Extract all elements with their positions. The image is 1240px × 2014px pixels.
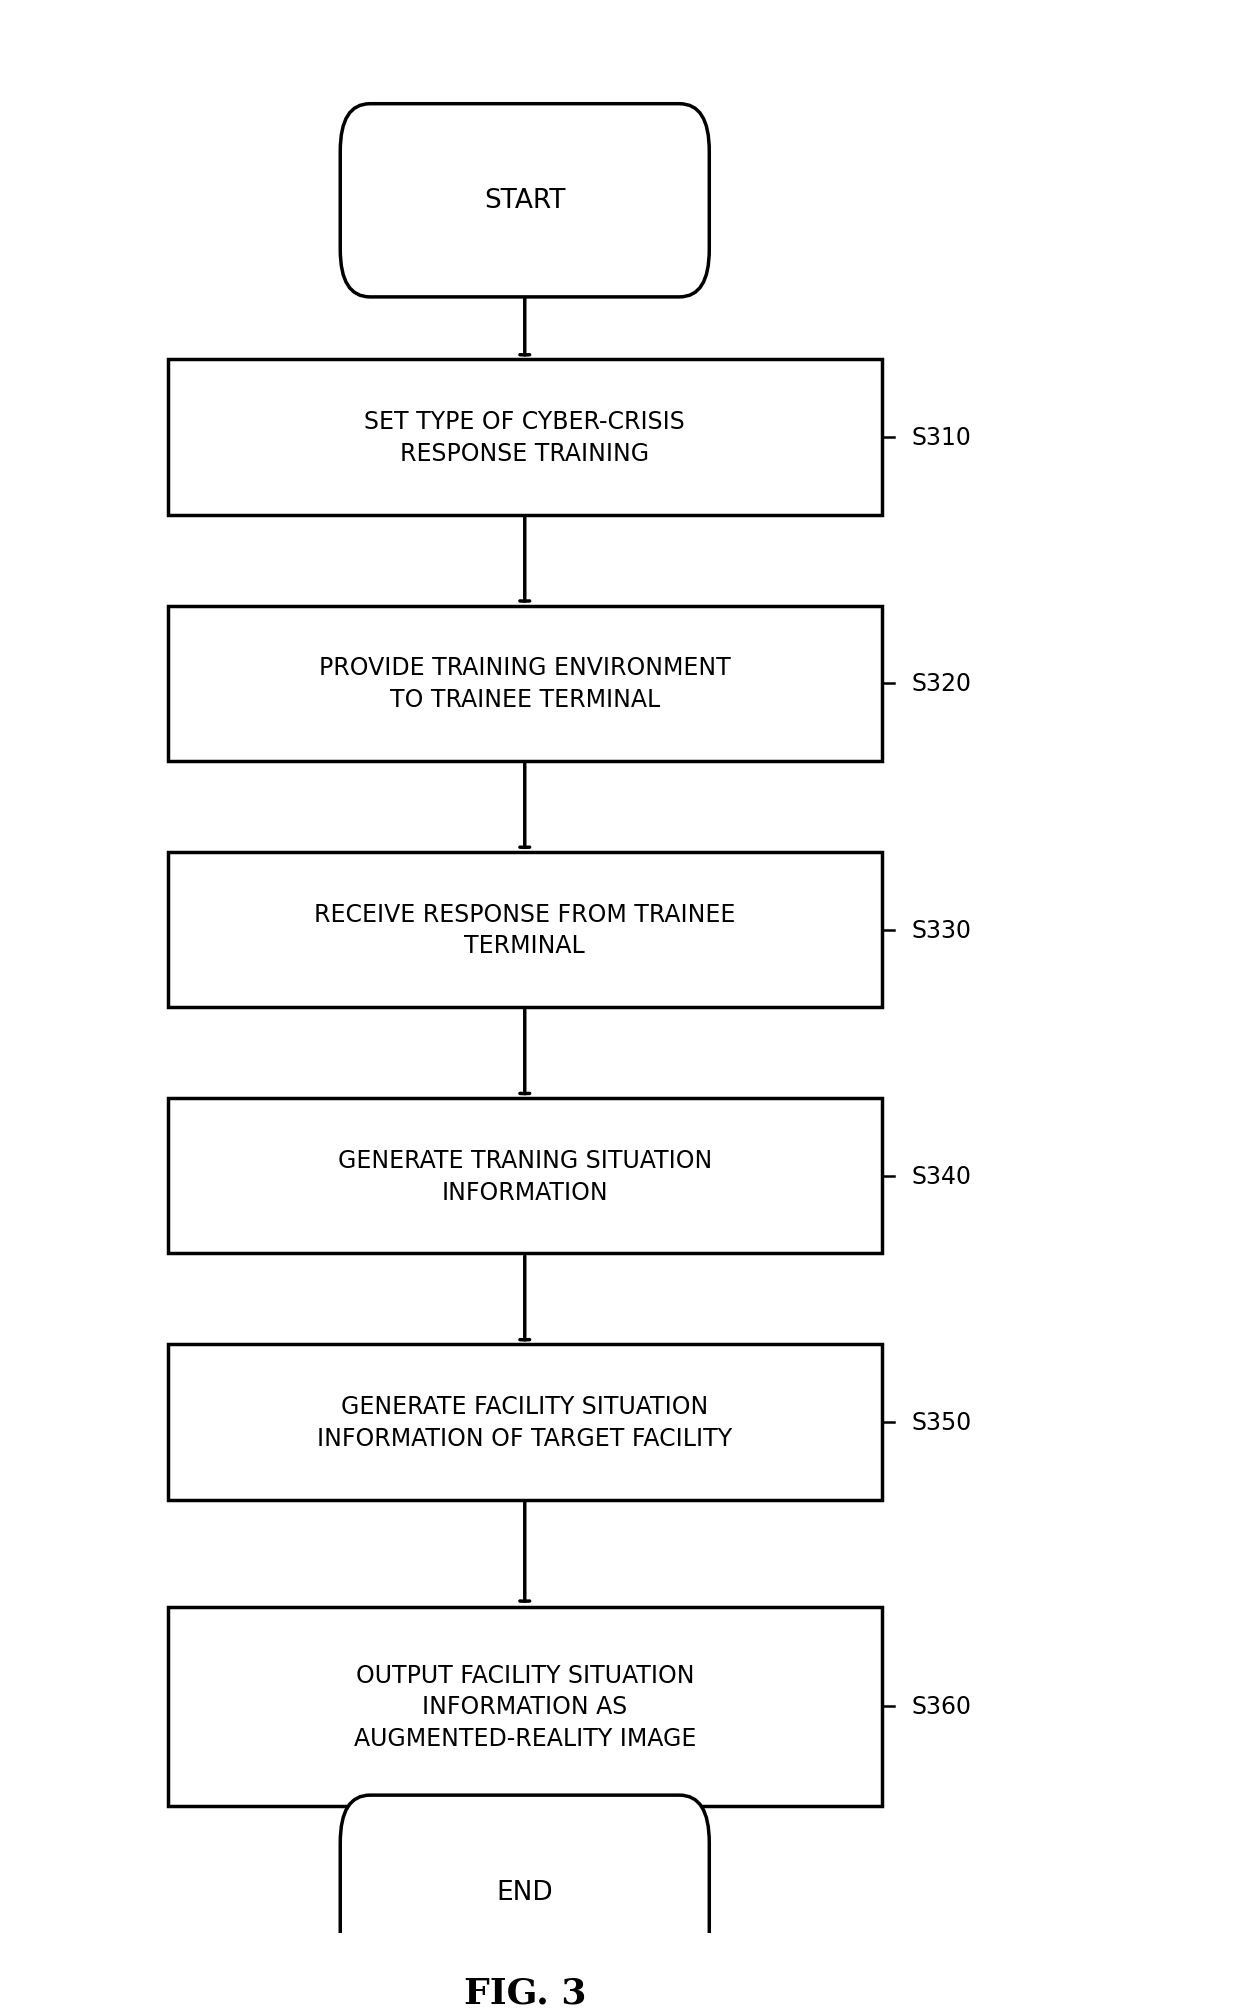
FancyBboxPatch shape <box>340 105 709 298</box>
Text: START: START <box>484 187 565 213</box>
Text: PROVIDE TRAINING ENVIRONMENT
TO TRAINEE TERMINAL: PROVIDE TRAINING ENVIRONMENT TO TRAINEE … <box>319 657 730 711</box>
Text: SET TYPE OF CYBER-CRISIS
RESPONSE TRAINING: SET TYPE OF CYBER-CRISIS RESPONSE TRAINI… <box>365 411 686 465</box>
Text: S360: S360 <box>911 1694 972 1718</box>
FancyBboxPatch shape <box>167 606 882 761</box>
Text: S350: S350 <box>911 1410 972 1434</box>
Text: OUTPUT FACILITY SITUATION
INFORMATION AS
AUGMENTED-REALITY IMAGE: OUTPUT FACILITY SITUATION INFORMATION AS… <box>353 1664 696 1750</box>
FancyBboxPatch shape <box>167 361 882 516</box>
FancyBboxPatch shape <box>167 1345 882 1500</box>
FancyBboxPatch shape <box>167 1098 882 1255</box>
FancyBboxPatch shape <box>167 852 882 1007</box>
FancyBboxPatch shape <box>340 1794 709 1988</box>
Text: S310: S310 <box>911 425 971 449</box>
Text: S330: S330 <box>911 918 972 943</box>
Text: GENERATE FACILITY SITUATION
INFORMATION OF TARGET FACILITY: GENERATE FACILITY SITUATION INFORMATION … <box>317 1394 733 1450</box>
Text: GENERATE TRANING SITUATION
INFORMATION: GENERATE TRANING SITUATION INFORMATION <box>337 1148 712 1204</box>
FancyBboxPatch shape <box>167 1607 882 1807</box>
Text: FIG. 3: FIG. 3 <box>464 1976 587 2010</box>
Text: S340: S340 <box>911 1164 972 1188</box>
Text: S320: S320 <box>911 673 972 697</box>
Text: RECEIVE RESPONSE FROM TRAINEE
TERMINAL: RECEIVE RESPONSE FROM TRAINEE TERMINAL <box>314 902 735 959</box>
Text: END: END <box>496 1879 553 1905</box>
